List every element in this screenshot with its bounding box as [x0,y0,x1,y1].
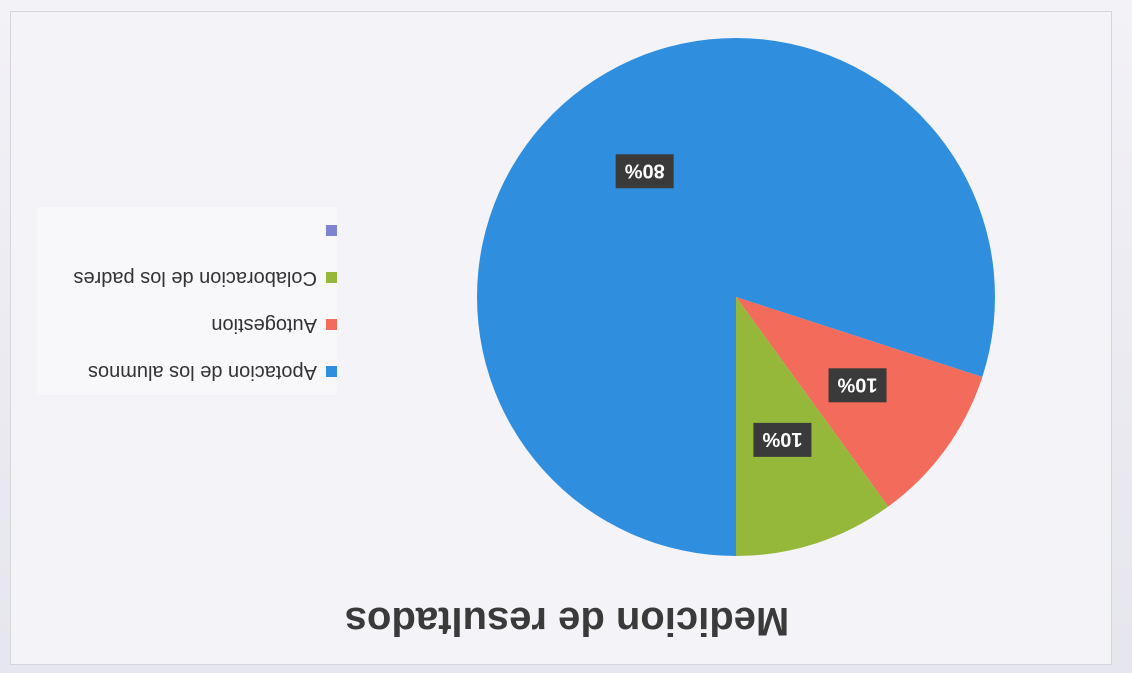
chart-legend: Apotacion de los alumnos Autogestion Col… [37,207,337,395]
legend-item: Apotacion de los alumnos [37,348,337,395]
legend-swatch-icon [326,319,337,330]
data-label-box [828,368,887,403]
legend-swatch-icon [326,366,337,377]
legend-label: Autogestion [211,314,317,336]
legend-item: Colaboracion de los padres [37,254,337,301]
data-label-text: 80% [624,159,664,181]
legend-label: Colaboracion de los padres [73,267,318,289]
legend-item: Autogestion [37,301,337,348]
data-label-text: 10% [762,428,802,450]
data-label-box [753,422,812,457]
pie-slice [736,297,889,556]
data-label-box [615,154,674,189]
legend-swatch-icon [326,225,337,236]
data-label-text: 10% [837,373,877,395]
data-label: 80% [615,154,674,189]
legend-label: Apotacion de los alumnos [87,361,317,383]
legend-item [37,207,337,254]
data-label: 10% [753,422,812,457]
data-label: 10% [828,368,887,403]
legend-swatch-icon [326,272,337,283]
